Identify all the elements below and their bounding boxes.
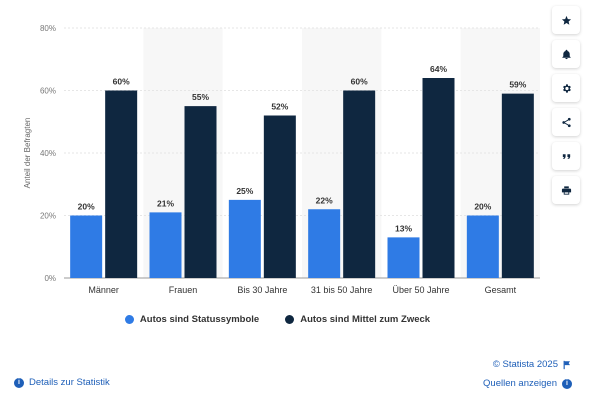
bar-2 (105, 90, 138, 278)
bar-2 (501, 93, 534, 278)
legend-item-series2[interactable]: Autos sind Mittel zum Zweck (285, 314, 430, 325)
x-tick-label: Über 50 Jahre (392, 285, 449, 295)
toolbar (552, 6, 582, 204)
legend: Autos sind Statussymbole Autos sind Mitt… (0, 314, 555, 325)
legend-label-series1: Autos sind Statussymbole (139, 314, 260, 325)
x-tick-label: 31 bis 50 Jahre (311, 285, 373, 295)
y-axis-label: Anteil der Befragten (23, 118, 32, 189)
data-label: 25% (236, 186, 253, 196)
data-label: 20% (78, 202, 95, 212)
share-icon (561, 117, 571, 127)
data-label: 52% (271, 102, 288, 112)
bar-1 (308, 209, 341, 278)
favorite-button[interactable] (552, 6, 580, 34)
copyright-text: © Statista 2025 (492, 359, 558, 370)
bar-1 (70, 215, 103, 278)
quote-icon (562, 153, 570, 159)
x-tick-label: Gesamt (485, 285, 517, 295)
bar-2 (263, 115, 296, 278)
bar-1 (149, 212, 182, 278)
legend-item-series1[interactable]: Autos sind Statussymbole (124, 314, 260, 325)
copyright[interactable]: © Statista 2025 (493, 359, 572, 370)
y-tick-label: 40% (40, 149, 56, 158)
notification-button[interactable] (552, 40, 580, 68)
data-label: 64% (430, 64, 447, 74)
y-tick-label: 20% (40, 212, 56, 221)
data-label: 59% (509, 80, 526, 90)
y-tick-label: 60% (40, 87, 56, 96)
gear-icon (562, 83, 571, 93)
x-tick-label: Bis 30 Jahre (237, 285, 287, 295)
data-label: 60% (351, 77, 368, 87)
data-label: 22% (316, 195, 333, 205)
bell-icon (561, 49, 571, 59)
sources-label: Quellen anzeigen (483, 378, 557, 389)
sources-link[interactable]: Quellen anzeigen i (483, 378, 572, 389)
info-icon: i (562, 378, 572, 389)
x-tick-label: Frauen (169, 285, 198, 295)
bar-2 (422, 78, 455, 278)
info-icon: i (14, 377, 24, 388)
bar-1 (228, 199, 261, 278)
bar-2 (184, 106, 217, 278)
print-button[interactable] (552, 176, 580, 204)
data-label: 55% (192, 92, 209, 102)
data-label: 21% (157, 198, 174, 208)
cite-button[interactable] (552, 142, 580, 170)
bar-1 (466, 215, 499, 278)
data-label: 60% (113, 77, 130, 87)
star-icon (561, 15, 571, 25)
data-label: 20% (474, 202, 491, 212)
settings-button[interactable] (552, 74, 580, 102)
details-link[interactable]: i Details zur Statistik (14, 377, 110, 388)
x-tick-label: Männer (88, 285, 119, 295)
share-button[interactable] (552, 108, 580, 136)
details-label: Details zur Statistik (29, 377, 110, 388)
legend-label-series2: Autos sind Mittel zum Zweck (300, 314, 431, 325)
bar-1 (387, 237, 420, 278)
data-label: 13% (395, 223, 412, 233)
print-icon (561, 185, 571, 195)
y-tick-label: 80% (40, 24, 56, 33)
legend-dot-series2 (285, 315, 295, 324)
y-tick-label: 0% (44, 274, 56, 283)
bar-2 (343, 90, 376, 278)
flag-icon (563, 360, 570, 369)
legend-dot-series1 (124, 315, 134, 324)
